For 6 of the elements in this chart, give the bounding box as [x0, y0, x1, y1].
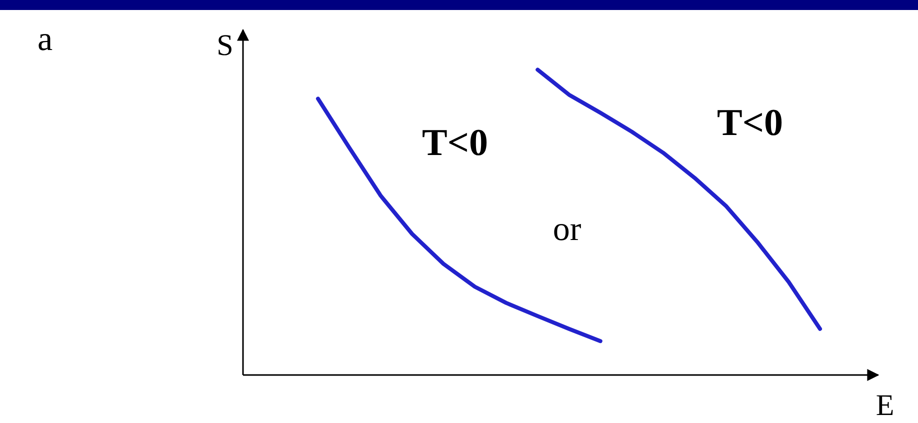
- series-label: T<0: [717, 102, 783, 144]
- text: a: [37, 21, 53, 58]
- y-axis-title: S: [216, 29, 234, 62]
- annotation: or: [552, 211, 582, 248]
- series-label: T<0: [422, 122, 488, 164]
- x-axis-title: E: [876, 389, 894, 422]
